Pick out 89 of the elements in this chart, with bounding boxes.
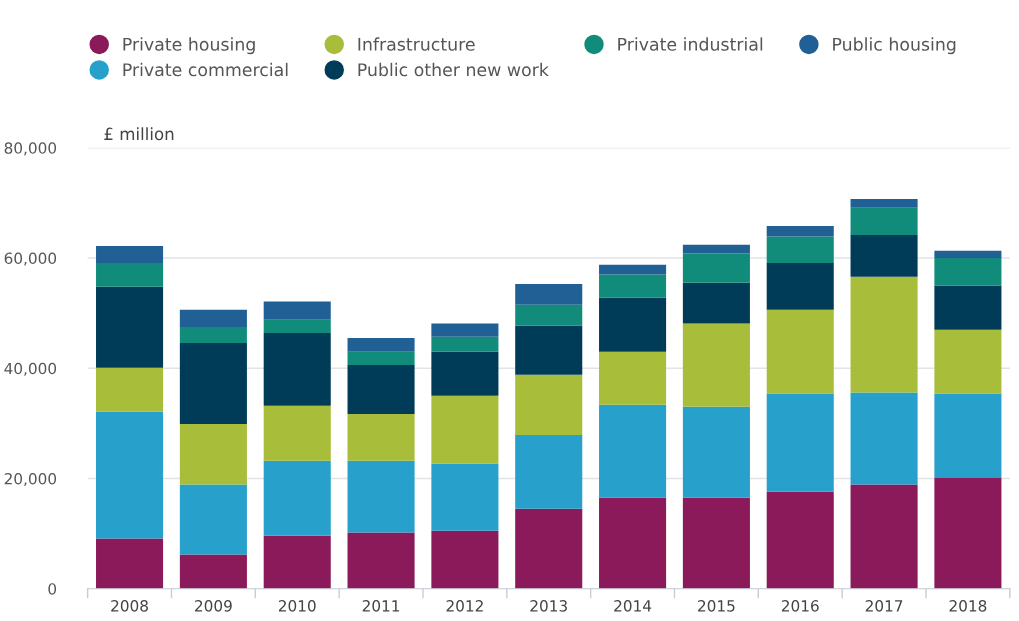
bar (179, 484, 247, 555)
bar (850, 207, 918, 235)
bar (515, 508, 583, 589)
bar (934, 393, 1002, 478)
bar (263, 332, 331, 406)
bar (347, 414, 415, 461)
x-tick-label: 2014 (614, 600, 652, 612)
x-tick-label: 2017 (865, 600, 903, 612)
bar (431, 395, 499, 464)
bar (347, 532, 415, 589)
legend-label: Infrastructure (358, 37, 475, 51)
bar (766, 236, 834, 263)
bar (431, 323, 499, 337)
bar (766, 262, 834, 310)
bar (599, 351, 667, 405)
bar (96, 367, 164, 412)
bar (682, 282, 750, 324)
bar (347, 364, 415, 414)
x-tick-label: 2011 (362, 600, 400, 612)
bar (179, 309, 247, 327)
x-tick-label: 2009 (195, 600, 232, 612)
bar (682, 497, 750, 589)
y-tick-label: 60,000 (4, 252, 57, 266)
bar (179, 423, 247, 485)
y-tick-label: 40,000 (4, 362, 57, 376)
bar (263, 301, 331, 320)
x-tick-label: 2016 (781, 600, 819, 612)
bar (934, 258, 1002, 286)
bar (934, 477, 1002, 589)
bar (682, 406, 750, 498)
bar (766, 309, 834, 394)
bar (934, 285, 1002, 330)
bar (347, 337, 415, 352)
bar (934, 329, 1002, 394)
bar (96, 262, 164, 287)
bar (179, 342, 247, 424)
bar (347, 351, 415, 365)
bar (515, 304, 583, 326)
bar (766, 226, 834, 237)
bar (850, 276, 918, 393)
bar (347, 460, 415, 533)
y-tick-label: 0 (48, 583, 57, 595)
x-tick-label: 2010 (278, 600, 316, 612)
bar (263, 319, 331, 333)
bar (96, 538, 164, 589)
x-tick-label: 2013 (530, 600, 567, 612)
x-tick-label: 2008 (111, 600, 148, 612)
bar (599, 497, 667, 589)
bar (431, 336, 499, 352)
bar (96, 411, 164, 539)
legend-label: Private housing (123, 37, 255, 55)
bar (934, 250, 1002, 259)
y-tick-label: 20,000 (4, 472, 57, 487)
bar (850, 199, 918, 208)
bar (515, 283, 583, 305)
bar (515, 434, 583, 509)
bar (766, 491, 834, 589)
y-tick-label: 80,000 (4, 142, 57, 156)
bar (96, 245, 164, 263)
bar (766, 393, 834, 492)
bar (263, 460, 331, 536)
bar (515, 374, 583, 435)
bar (850, 234, 918, 277)
x-tick-label: 2018 (949, 600, 987, 612)
bar (263, 405, 331, 461)
legend-label: Public housing (833, 37, 956, 55)
bar (431, 463, 499, 531)
bar (850, 484, 918, 589)
bar (179, 554, 247, 589)
x-tick-label: 2012 (446, 600, 483, 612)
x-tick-label: 2015 (698, 600, 735, 612)
bar (515, 325, 583, 375)
legend-label: Private industrial (618, 37, 763, 51)
bar (431, 351, 499, 396)
legend-label: Public other new work (358, 62, 549, 77)
bar (263, 535, 331, 589)
bar (850, 392, 918, 485)
bar (599, 264, 667, 275)
bar (682, 244, 750, 254)
y-axis-title: £ million (104, 127, 174, 141)
bar (179, 326, 247, 343)
bar (599, 274, 667, 298)
bar (96, 286, 164, 368)
legend-label: Private commercial (123, 62, 288, 77)
bar (682, 253, 750, 283)
bar (431, 530, 499, 589)
bar (599, 297, 667, 352)
bar (599, 404, 667, 498)
bar (682, 323, 750, 407)
